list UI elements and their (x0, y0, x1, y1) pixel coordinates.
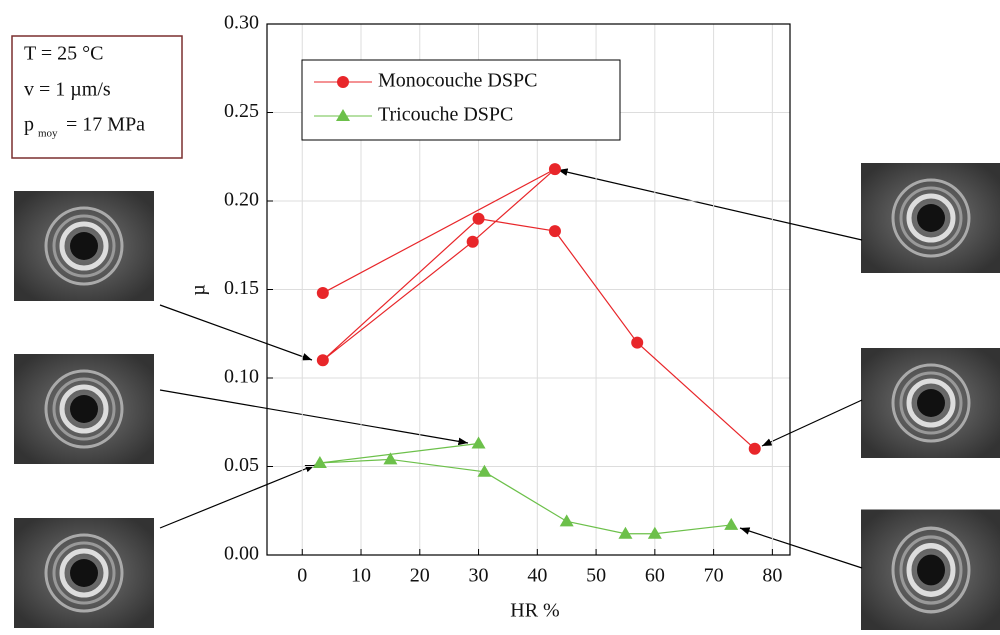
legend-label: Tricouche DSPC (378, 104, 513, 126)
annotation-text: T = 25 °C (24, 43, 103, 65)
legend-marker (336, 109, 350, 121)
annotation-text: = 17 MPa (66, 114, 145, 136)
data-point (548, 225, 561, 238)
y-tick-label: 0.30 (224, 12, 259, 34)
annotation-box: T = 25 °C v = 1 µm/s p moy = 17 MPa (11, 35, 183, 159)
series-line (322, 168, 756, 450)
legend-box (301, 59, 621, 141)
data-point (466, 235, 479, 248)
y-tick-label: 0.25 (224, 100, 259, 122)
data-point (383, 452, 398, 465)
y-tick-label: 0.15 (224, 277, 259, 299)
x-tick-label: 0 (297, 565, 307, 587)
x-tick-label: 10 (351, 565, 371, 587)
annotation-text: v = 1 µm/s (24, 79, 111, 101)
y-tick-label: 0.10 (224, 366, 259, 388)
x-axis-label: HR % (510, 600, 559, 622)
x-tick-label: 20 (410, 565, 430, 587)
data-point (472, 212, 485, 225)
x-tick-label: 30 (469, 565, 489, 587)
data-point (724, 517, 739, 530)
legend-marker (337, 76, 349, 88)
y-tick-label: 0.05 (224, 454, 259, 476)
data-point (471, 436, 486, 449)
x-tick-label: 80 (762, 565, 782, 587)
annotation-text: p (24, 114, 34, 136)
plot-frame (266, 23, 791, 556)
y-tick-label: 0.20 (224, 189, 259, 211)
legend-label: Monocouche DSPC (378, 70, 537, 92)
data-point (618, 526, 633, 539)
x-tick-label: 70 (704, 565, 724, 587)
data-point (316, 287, 329, 300)
y-axis-label: µ (188, 284, 210, 296)
annotation-text: moy (38, 128, 58, 140)
data-point (559, 514, 574, 527)
data-point (548, 163, 561, 176)
insets (14, 163, 1000, 630)
x-tick-label: 50 (586, 565, 606, 587)
x-tick-label: 40 (527, 565, 547, 587)
data-point (748, 442, 761, 455)
series-line (319, 442, 732, 535)
data-point (631, 336, 644, 349)
leader-arrows (159, 168, 863, 569)
data-point (647, 526, 662, 539)
data-point (312, 455, 327, 468)
data-point (316, 354, 329, 367)
y-tick-label: 0.00 (224, 543, 259, 565)
x-tick-label: 60 (645, 565, 665, 587)
data-point (477, 464, 492, 477)
